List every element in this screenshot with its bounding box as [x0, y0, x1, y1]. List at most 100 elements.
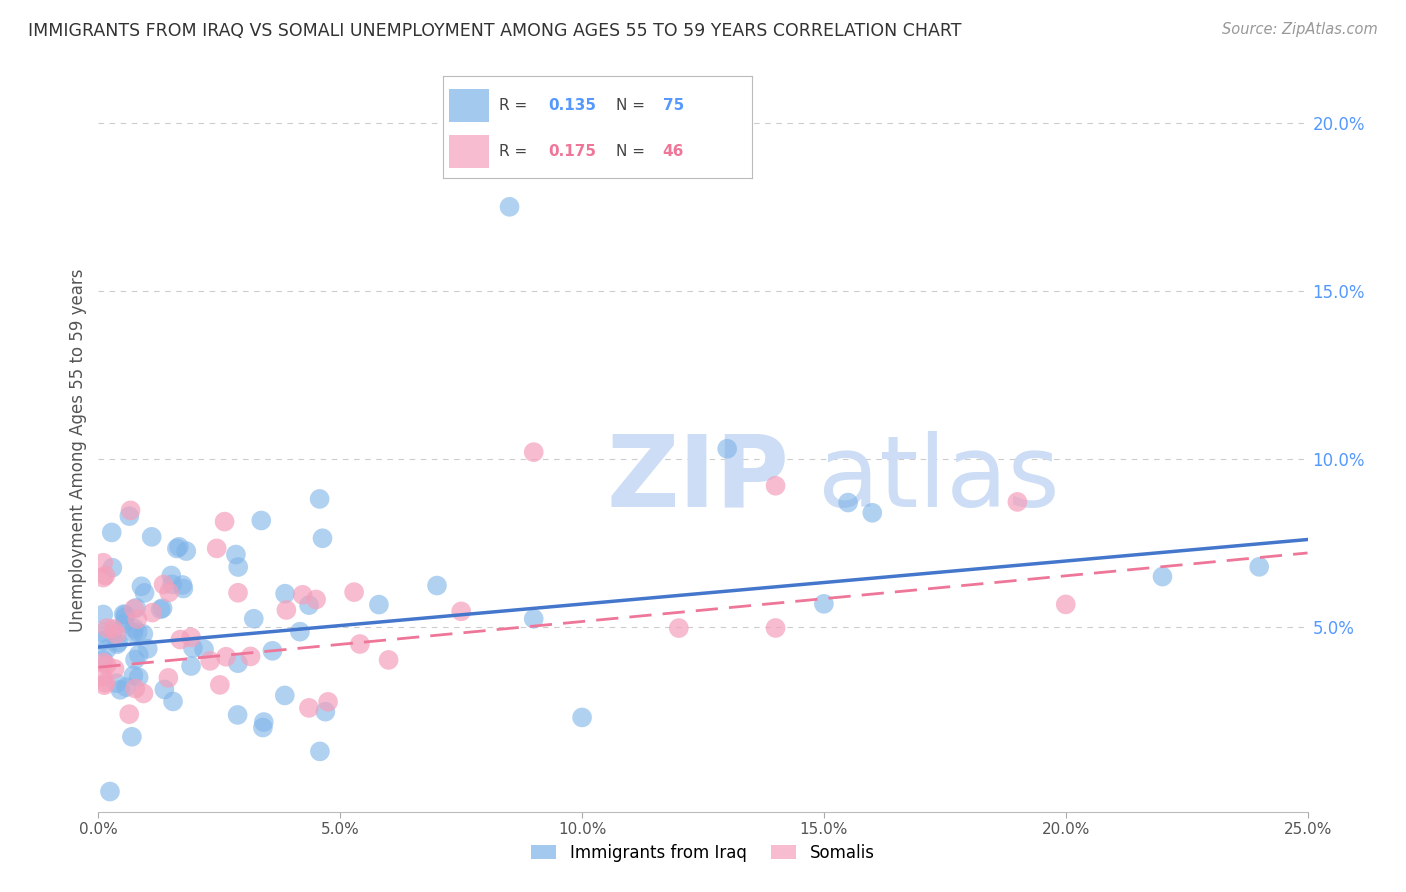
- Point: [96, 657, 118, 672]
- Point: [105, 627, 128, 641]
- Point: [311, 531, 333, 545]
- Point: [377, 653, 399, 667]
- Point: [100, 525, 122, 540]
- Point: [91, 670, 114, 684]
- Point: [141, 530, 163, 544]
- Point: [91, 633, 114, 648]
- Point: [208, 678, 231, 692]
- Point: [343, 585, 366, 599]
- Point: [121, 730, 143, 744]
- Point: [110, 682, 132, 697]
- Point: [152, 577, 174, 591]
- Point: [291, 588, 314, 602]
- Point: [205, 541, 228, 556]
- Point: [274, 689, 297, 703]
- Point: [1152, 569, 1174, 583]
- Text: IMMIGRANTS FROM IRAQ VS SOMALI UNEMPLOYMENT AMONG AGES 55 TO 59 YEARS CORRELATIO: IMMIGRANTS FROM IRAQ VS SOMALI UNEMPLOYM…: [28, 22, 962, 40]
- Point: [128, 648, 150, 662]
- Point: [162, 694, 184, 708]
- Point: [298, 701, 321, 715]
- Point: [276, 603, 298, 617]
- Point: [498, 200, 520, 214]
- Point: [166, 541, 188, 556]
- Point: [118, 707, 141, 722]
- Point: [226, 707, 249, 722]
- Point: [1054, 598, 1077, 612]
- Point: [813, 597, 835, 611]
- Point: [98, 784, 121, 798]
- Point: [225, 548, 247, 562]
- Point: [305, 592, 328, 607]
- Point: [153, 682, 176, 697]
- Point: [114, 607, 136, 622]
- Point: [298, 598, 321, 612]
- Point: [124, 652, 146, 666]
- Point: [239, 649, 262, 664]
- Point: [118, 509, 141, 524]
- Point: [157, 585, 180, 599]
- Point: [172, 578, 194, 592]
- Point: [115, 680, 138, 694]
- Point: [132, 686, 155, 700]
- Text: N =: N =: [616, 98, 650, 113]
- Point: [103, 622, 125, 636]
- Point: [122, 602, 145, 616]
- Point: [274, 587, 297, 601]
- Point: [136, 641, 159, 656]
- Point: [571, 710, 593, 724]
- Y-axis label: Unemployment Among Ages 55 to 59 years: Unemployment Among Ages 55 to 59 years: [69, 268, 87, 632]
- Point: [105, 676, 128, 690]
- Point: [160, 568, 183, 582]
- Point: [91, 625, 114, 640]
- Point: [253, 714, 276, 729]
- Point: [120, 503, 142, 517]
- Text: ZIP: ZIP: [606, 431, 789, 528]
- Point: [114, 610, 136, 624]
- Point: [214, 515, 236, 529]
- Point: [309, 744, 332, 758]
- Text: 75: 75: [662, 98, 683, 113]
- Text: R =: R =: [499, 145, 531, 160]
- Point: [316, 695, 339, 709]
- Point: [226, 560, 249, 574]
- Point: [262, 644, 284, 658]
- Point: [523, 445, 546, 459]
- Point: [91, 571, 114, 585]
- Point: [181, 640, 204, 655]
- Point: [226, 586, 249, 600]
- Point: [149, 602, 172, 616]
- Point: [103, 662, 125, 676]
- Point: [765, 621, 787, 635]
- Point: [114, 615, 136, 630]
- Point: [167, 540, 190, 554]
- Point: [668, 621, 690, 635]
- Point: [157, 671, 180, 685]
- Point: [91, 607, 114, 622]
- Point: [193, 642, 215, 657]
- Text: N =: N =: [616, 145, 650, 160]
- Bar: [449, 89, 489, 122]
- Point: [131, 579, 153, 593]
- Point: [160, 577, 183, 591]
- Point: [122, 668, 145, 682]
- Point: [152, 601, 174, 615]
- Point: [368, 598, 391, 612]
- Point: [308, 491, 330, 506]
- Text: 0.175: 0.175: [548, 145, 596, 160]
- Point: [122, 621, 145, 635]
- Point: [94, 568, 117, 582]
- Point: [250, 514, 273, 528]
- Point: [314, 705, 336, 719]
- Point: [91, 653, 114, 667]
- Point: [91, 656, 114, 670]
- Point: [91, 556, 114, 570]
- Point: [94, 676, 117, 690]
- Point: [107, 635, 129, 649]
- Point: [226, 657, 249, 671]
- Point: [105, 637, 128, 651]
- Point: [101, 560, 124, 574]
- Point: [96, 621, 118, 635]
- Point: [523, 612, 546, 626]
- Point: [128, 670, 150, 684]
- Point: [349, 637, 371, 651]
